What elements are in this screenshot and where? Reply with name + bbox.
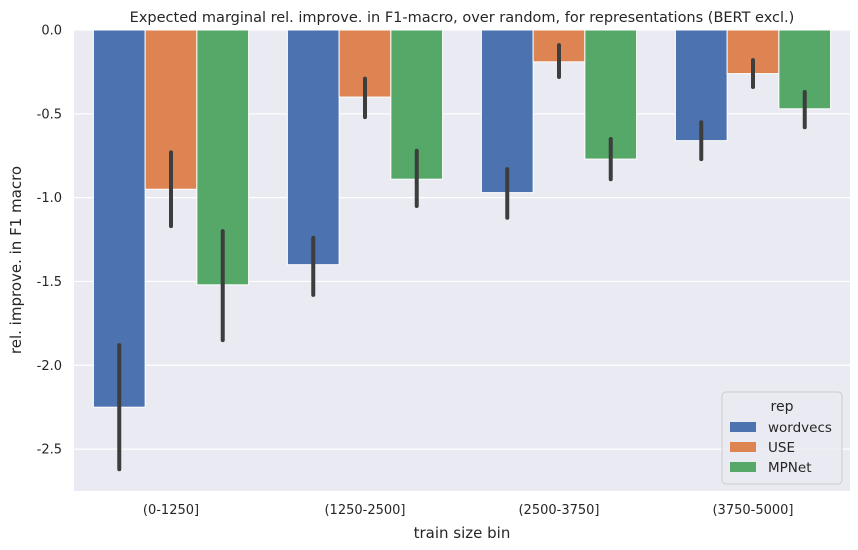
y-tick-label: -2.5 bbox=[37, 443, 62, 458]
legend-swatch bbox=[730, 462, 756, 472]
legend-items: wordvecs USE MPNet bbox=[730, 420, 832, 476]
bar bbox=[286, 29, 340, 266]
x-tick-label: (0-1250] bbox=[143, 503, 199, 518]
x-tick-label: (2500-3750] bbox=[518, 503, 599, 518]
legend-label: MPNet bbox=[768, 460, 812, 476]
y-tick-labels: 0.0 -0.5 -1.0 -1.5 -2.0 -2.5 bbox=[37, 24, 62, 458]
x-tick-label: (3750-5000] bbox=[712, 503, 793, 518]
y-tick-label: -1.0 bbox=[37, 191, 62, 206]
legend-box bbox=[721, 391, 843, 485]
legend-label: wordvecs bbox=[768, 420, 832, 436]
bars bbox=[92, 29, 832, 408]
x-tick-labels: (0-1250] (1250-2500] (2500-3750] (3750-5000… bbox=[143, 503, 794, 518]
bar bbox=[480, 29, 534, 194]
chart-title: Expected marginal rel. improve. in F1-ma… bbox=[130, 10, 795, 26]
legend-label: USE bbox=[768, 440, 795, 456]
legend-swatch bbox=[730, 442, 756, 452]
y-axis-label: rel. improve. in F1 macro bbox=[7, 166, 25, 354]
x-axis-label: train size bin bbox=[414, 524, 511, 542]
x-tick-label: (1250-2500] bbox=[324, 503, 405, 518]
y-tick-label: -2.0 bbox=[37, 359, 62, 374]
legend-title: rep bbox=[771, 399, 794, 415]
legend-swatch bbox=[730, 422, 756, 432]
y-tick-label: -0.5 bbox=[37, 107, 62, 122]
legend: rep wordvecs USE MPNet bbox=[721, 391, 843, 485]
y-tick-label: 0.0 bbox=[41, 24, 62, 39]
error-bars bbox=[117, 43, 807, 472]
y-tick-label: -1.5 bbox=[37, 275, 62, 290]
